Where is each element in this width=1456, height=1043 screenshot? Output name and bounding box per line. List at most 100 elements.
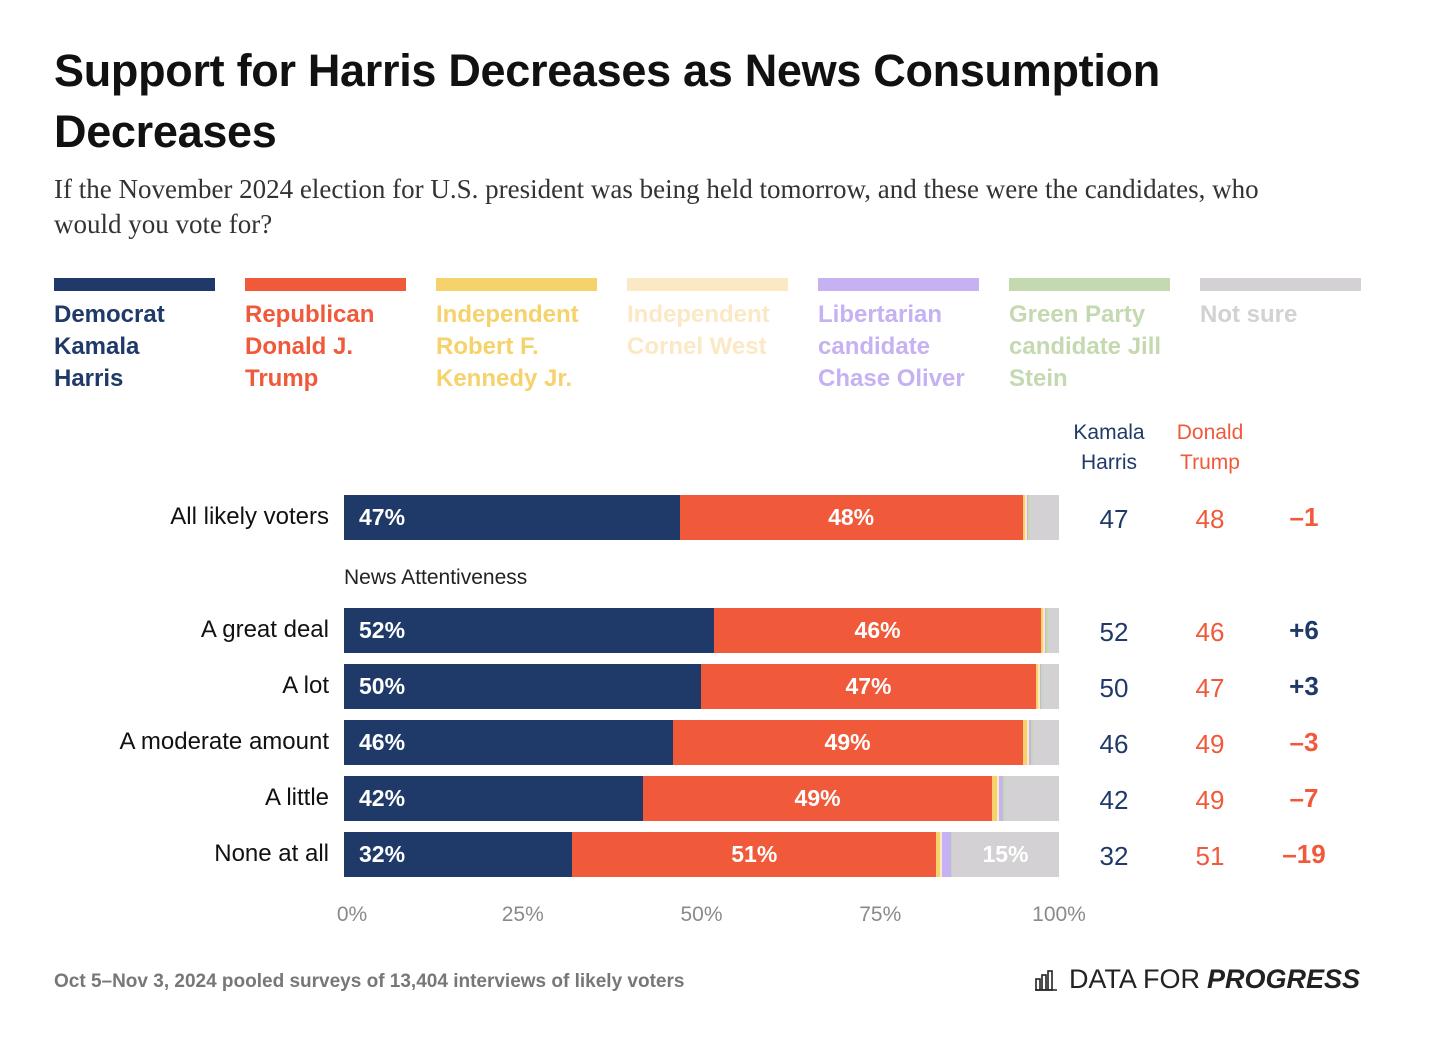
bar-segment [344,720,673,765]
bar-segment [344,776,644,821]
bar-segment [1041,664,1044,709]
legend-item: Libertarian candidate Chase Oliver [818,278,979,395]
bar-segment [672,720,1023,765]
legend-label: Green Party candidate Jill Stein [1009,301,1162,392]
x-tick-label: 0% [336,903,368,926]
bar-segment [1038,664,1040,709]
category-label: A lot [282,672,329,699]
bar-segment [951,832,1059,877]
bar-segment [1043,608,1045,653]
brand-text: DATA FOR [1068,964,1200,994]
bar-segment [1025,495,1027,540]
column-header-harris: Kamala Harris [1073,421,1145,474]
bar-segment [1047,608,1059,653]
harris-value: 42 [1099,785,1129,815]
footer-source: Oct 5–Nov 3, 2024 pooled surveys of 13,4… [54,971,685,992]
legend-swatch [627,278,788,291]
brand-logo: DATA FOR PROGRESS [1034,964,1360,995]
bar-segment [1022,720,1027,765]
bar-segment [643,776,993,821]
category-label: A little [264,784,329,811]
bar-segment [1028,495,1031,540]
trump-value: 48 [1195,504,1225,534]
bar-value-label: 46% [359,729,406,755]
column-header-trump: Donald Trump [1176,421,1244,474]
bar-value-label: 49% [794,785,841,811]
harris-value: 47 [1099,504,1129,534]
bar-segment [344,832,573,877]
harris-value: 50 [1099,673,1129,703]
chart-title: Support for Harris Decreases as News Con… [54,45,1160,157]
category-label: None at all [214,840,329,867]
legend-label: Independent Robert F. Kennedy Jr. [436,301,579,392]
bar-segment [572,832,937,877]
bar-segment [700,664,1037,709]
bar-segment [939,832,942,877]
trump-value: 49 [1195,785,1225,815]
bar-segment [1036,664,1039,709]
bar-segment [1031,720,1034,765]
legend-item: Independent Cornel West [627,278,788,363]
bar-segment [950,832,952,877]
legend-item: Not sure [1200,278,1361,331]
bar-segment [941,832,951,877]
category-label: A moderate amount [119,728,329,755]
bar-value-label: 42% [359,785,406,811]
bar-segment [1026,720,1029,765]
legend-swatch [818,278,979,291]
bar-segment [1033,720,1059,765]
harris-value: 46 [1099,729,1129,759]
margin-value: –3 [1289,727,1319,757]
bar-value-label: 52% [359,617,406,643]
legend-swatch [1009,278,1170,291]
bar-segment [713,608,1042,653]
legend-swatch [436,278,597,291]
legend-label: Democrat Kamala Harris [54,301,165,392]
bar-value-label: 46% [854,617,901,643]
bar-segment [999,776,1003,821]
harris-value: 52 [1099,617,1129,647]
legend-swatch [54,278,215,291]
x-tick-label: 100% [1032,903,1086,926]
bar-segment [1026,495,1029,540]
bar-segment [1022,495,1026,540]
legend-item: Republican Donald J. Trump [245,278,406,395]
bar-segment [936,832,940,877]
bar-segment [344,608,714,653]
legend-item: Green Party candidate Jill Stein [1009,278,1170,395]
legend-swatch [1200,278,1361,291]
category-label: A great deal [200,616,329,643]
harris-value: 32 [1099,841,1129,871]
bar-chart-icon [1034,969,1057,991]
chart-subtitle: If the November 2024 election for U.S. p… [54,174,1259,239]
margin-value: –1 [1289,502,1319,532]
legend-item: Democrat Kamala Harris [54,278,215,395]
category-label: All likely voters [170,503,329,530]
bar-value-label: 49% [824,729,871,755]
brand-text-strong: PROGRESS [1206,964,1360,994]
x-tick-label: 50% [680,903,723,926]
bar-segment [1029,720,1032,765]
margin-value: +3 [1289,671,1319,701]
bar-segment [1002,776,1005,821]
legend-item: Independent Robert F. Kennedy Jr. [436,278,597,395]
bar-segment [992,776,998,821]
margin-value: –19 [1282,839,1326,869]
margin-value: –7 [1289,783,1319,813]
legend-label: Libertarian candidate Chase Oliver [818,301,965,392]
bar-segment [1044,608,1047,653]
bar-segment [1046,608,1048,653]
bar-segment [679,495,1023,540]
trump-value: 51 [1195,841,1225,871]
bar-value-label: 48% [828,504,875,530]
x-tick-label: 75% [859,903,902,926]
bar-segment [1030,495,1059,540]
section-label: News Attentiveness [344,566,528,589]
bar-value-label: 32% [359,841,406,867]
bar-value-label: 50% [359,673,406,699]
bar-segment [1039,664,1042,709]
bar-value-label: 51% [731,841,778,867]
bar-value-label: 47% [359,504,406,530]
x-tick-label: 25% [501,903,544,926]
trump-value: 47 [1195,673,1225,703]
